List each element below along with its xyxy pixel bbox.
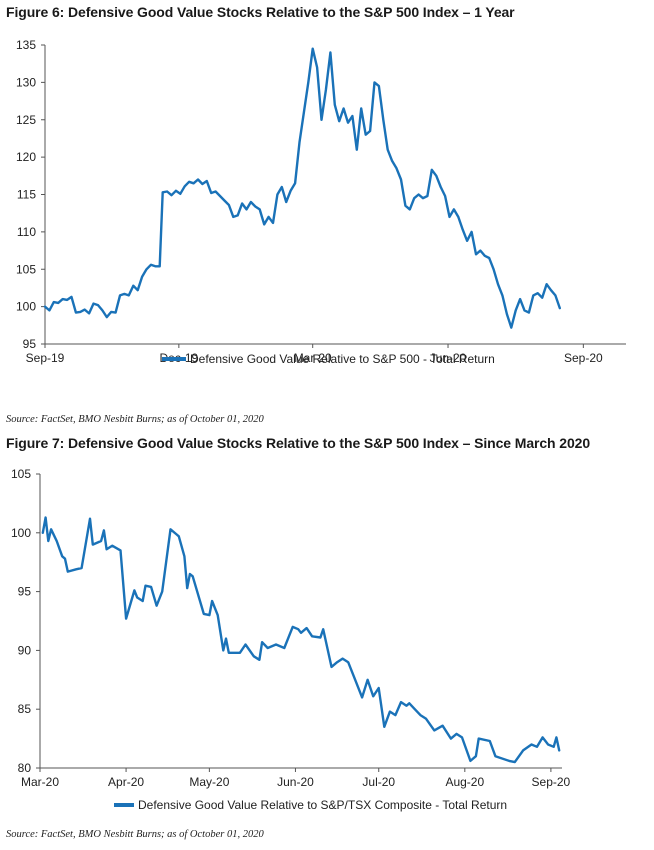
fig7-x-tick-label: Aug-20	[445, 775, 484, 789]
fig6-x-tick-label: Jun-20	[430, 351, 467, 365]
fig7-x-tick-label: Apr-20	[108, 775, 144, 789]
figure-6-source-note: Source: FactSet, BMO Nesbitt Burns; as o…	[6, 414, 264, 425]
fig7-series-line	[41, 516, 561, 764]
fig6-x-tick-label: Sep-19	[26, 351, 65, 365]
fig6-y-tick-label: 100	[16, 300, 36, 314]
figure-7-chart: 80 85 90 95 100 105 Mar-20 Apr-20 May-20 Jun-20 Ju…	[11, 467, 571, 812]
fig7-legend-label: Defensive Good Value Relative to S&P/TSX…	[138, 798, 507, 812]
fig6-legend-label: Defensive Good Value Relative to S&P 500…	[190, 352, 495, 366]
fig6-x-tick-label: Sep-20	[564, 351, 603, 365]
fig7-y-tick-label: 105	[11, 467, 31, 481]
fig7-y-tick-label: 95	[18, 585, 32, 599]
fig6-y-tick-label: 125	[16, 113, 36, 127]
fig7-x-tick-label: Mar-20	[21, 775, 59, 789]
figure-6-chart: 95100105110115120125130135Sep-19Dec-19Ma…	[16, 38, 626, 366]
fig7-x-tick-label: Jun-20	[277, 775, 314, 789]
fig7-y-tick-label: 80	[18, 761, 32, 775]
fig7-x-tick-label: Sep-20	[532, 775, 571, 789]
fig7-y-tick-label: 100	[11, 526, 31, 540]
fig7-y-tick-label: 90	[18, 643, 32, 657]
fig7-y-tick-label: 85	[18, 702, 32, 716]
fig6-y-tick-label: 105	[16, 262, 36, 276]
fig6-y-tick-label: 120	[16, 150, 36, 164]
fig6-series-line	[43, 47, 561, 329]
figure-7-title: Figure 7: Defensive Good Value Stocks Re…	[6, 435, 591, 451]
fig7-x-tick-label: Jul-20	[362, 775, 395, 789]
fig6-y-tick-label: 115	[17, 188, 36, 202]
fig6-x-tick-label: Mar-20	[294, 351, 332, 365]
fig6-y-tick-label: 135	[16, 38, 36, 52]
figure-7-source-note: Source: FactSet, BMO Nesbitt Burns; as o…	[6, 829, 264, 840]
figure-6-title: Figure 6: Defensive Good Value Stocks Re…	[6, 4, 515, 20]
fig6-y-tick-label: 95	[23, 337, 37, 351]
fig7-x-tick-label: May-20	[189, 775, 229, 789]
fig6-y-tick-label: 130	[16, 75, 36, 89]
fig6-y-tick-label: 110	[17, 225, 36, 239]
